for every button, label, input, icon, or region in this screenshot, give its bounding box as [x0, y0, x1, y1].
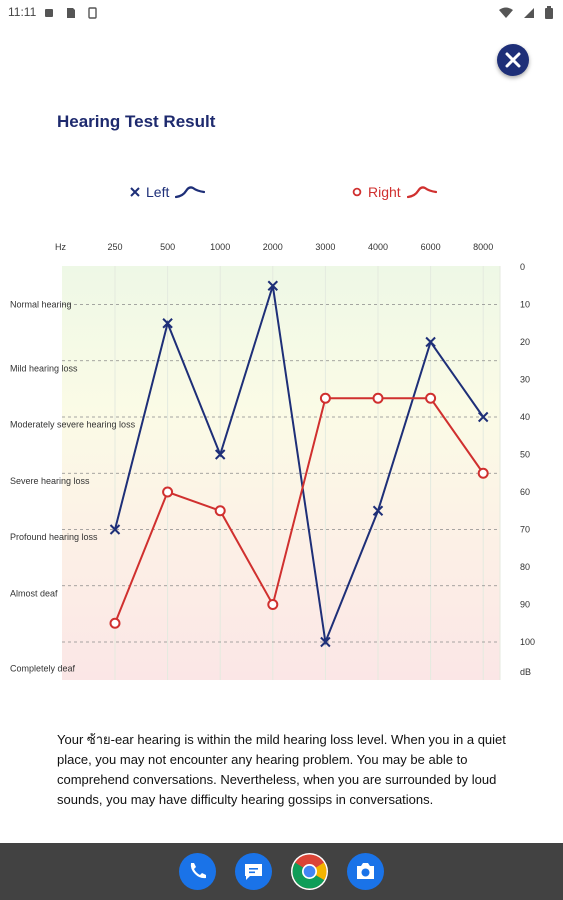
left-point-marker [320, 636, 331, 648]
camera-app-button[interactable] [347, 853, 384, 890]
square-notification-icon [45, 8, 53, 17]
result-description: Your ซ้าย-ear hearing is within the mild… [57, 732, 506, 807]
y-tick-label: 40 [520, 412, 530, 422]
status-icons-right [499, 5, 553, 19]
hearing-level-label: Severe hearing loss [10, 476, 90, 486]
left-point-marker [109, 524, 121, 535]
y-tick-label: 10 [520, 300, 530, 310]
camera-icon [357, 863, 374, 879]
x-unit-label: Hz [55, 242, 66, 252]
chrome-icon [292, 854, 327, 889]
cross-marker-icon [130, 187, 140, 197]
left-point-marker [372, 505, 384, 516]
legend-right-label: Right [368, 184, 401, 200]
y-tick-label: 80 [520, 562, 530, 572]
chrome-app-button[interactable] [291, 853, 328, 890]
legend-left: Left [130, 184, 206, 200]
signal-icon [524, 7, 535, 18]
right-point-marker [319, 392, 331, 404]
right-point-marker [372, 392, 384, 404]
x-tick-label: 2000 [263, 242, 283, 252]
x-tick-label: 6000 [421, 242, 441, 252]
hearing-level-label: Moderately severe hearing loss [10, 420, 136, 430]
wifi-icon [499, 7, 514, 18]
hearing-level-label: Mild hearing loss [10, 363, 78, 373]
y-tick-label: 0 [520, 262, 525, 272]
circle-marker-icon [352, 187, 362, 197]
hearing-level-label: Profound hearing loss [10, 532, 98, 542]
status-icons-left [44, 5, 98, 19]
left-series-line [114, 285, 485, 646]
left-point-marker [214, 449, 226, 460]
status-time: 11:11 [8, 5, 37, 19]
status-bar: 11:11 [0, 0, 563, 24]
hearing-level-label: Almost deaf [10, 588, 58, 598]
y-unit-label: dB [520, 667, 531, 677]
left-point-marker [425, 336, 436, 348]
y-tick-label: 70 [520, 525, 530, 535]
right-curve-icon [406, 186, 437, 199]
sd-card-icon [66, 7, 75, 18]
right-point-marker [214, 505, 226, 517]
left-point-marker [162, 318, 173, 329]
app-dock [0, 843, 563, 900]
battery-icon [545, 6, 553, 19]
y-tick-label: 60 [520, 487, 530, 497]
right-series-line [114, 397, 485, 624]
legend-right: Right [352, 184, 437, 200]
left-curve-icon [175, 186, 206, 199]
x-tick-label: 500 [160, 242, 175, 252]
right-point-marker [162, 486, 174, 498]
close-button[interactable] [497, 44, 529, 76]
y-tick-label: 30 [520, 375, 530, 385]
right-point-marker [109, 617, 121, 629]
phone-icon [190, 863, 206, 879]
phone-app-button[interactable] [179, 853, 216, 890]
x-tick-label: 250 [107, 242, 122, 252]
left-point-marker [477, 411, 489, 423]
x-tick-label: 3000 [315, 242, 335, 252]
right-point-marker [477, 467, 489, 479]
page-title: Hearing Test Result [57, 112, 216, 131]
messages-icon [245, 864, 262, 880]
hearing-level-label: Normal hearing [10, 300, 72, 310]
x-tick-label: 8000 [473, 242, 493, 252]
sim-icon [87, 6, 97, 19]
x-tick-label: 1000 [210, 242, 230, 252]
y-tick-label: 50 [520, 450, 530, 460]
y-tick-label: 20 [520, 337, 530, 347]
left-point-marker [267, 280, 279, 291]
y-tick-label: 90 [520, 600, 530, 610]
right-point-marker [267, 599, 279, 610]
audiogram-chart: Hz 250 500 1000 2000 3000 4000 6000 8000 0 10 20 30… [10, 242, 535, 680]
x-tick-label: 4000 [368, 242, 388, 252]
hearing-level-label: Completely deaf [10, 663, 76, 673]
right-point-marker [425, 392, 437, 404]
close-icon [505, 52, 521, 68]
messages-app-button[interactable] [235, 853, 272, 890]
y-tick-label: 100 [520, 637, 535, 647]
legend-left-label: Left [146, 184, 170, 200]
